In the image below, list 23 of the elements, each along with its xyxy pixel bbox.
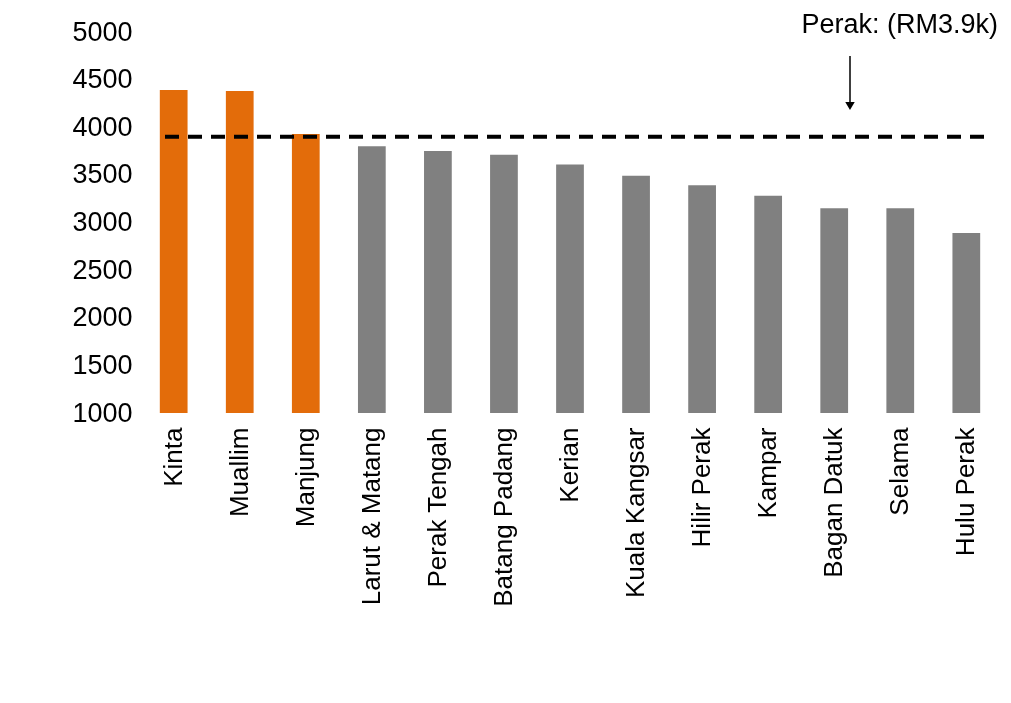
y-tick-label: 4500: [72, 64, 133, 95]
x-tick-label: Muallim: [223, 427, 254, 518]
x-tick-label: Larut & Matang: [355, 427, 386, 606]
x-tick-label: Kinta: [157, 426, 188, 487]
y-tick-label: 5000: [72, 16, 133, 47]
y-tick-label: 3500: [72, 159, 133, 190]
x-tick-label: Hulu Perak: [950, 426, 981, 557]
x-tick-label: Manjung: [289, 427, 320, 528]
x-tick-label: Selama: [884, 426, 915, 516]
x-tick-label: Batang Padang: [487, 427, 518, 607]
y-tick-label: 2500: [72, 254, 133, 285]
y-tick-label: 1500: [72, 349, 133, 380]
y-tick-label: 4000: [72, 111, 133, 142]
x-tick-label: Perak Tengah: [421, 427, 452, 588]
ref-line-label: Perak: (RM3.9k): [801, 9, 998, 39]
x-tick-label: Kampar: [752, 427, 783, 519]
y-tick-label: 1000: [72, 397, 133, 428]
x-tick-label: Hilir Perak: [686, 426, 717, 548]
y-tick-label: 3000: [72, 207, 133, 237]
x-tick-label: Bagan Datuk: [818, 426, 849, 578]
x-tick-label: Kerian: [554, 427, 584, 503]
x-tick-label: Kuala Kangsar: [620, 427, 651, 599]
y-tick-label: 2000: [72, 302, 133, 333]
